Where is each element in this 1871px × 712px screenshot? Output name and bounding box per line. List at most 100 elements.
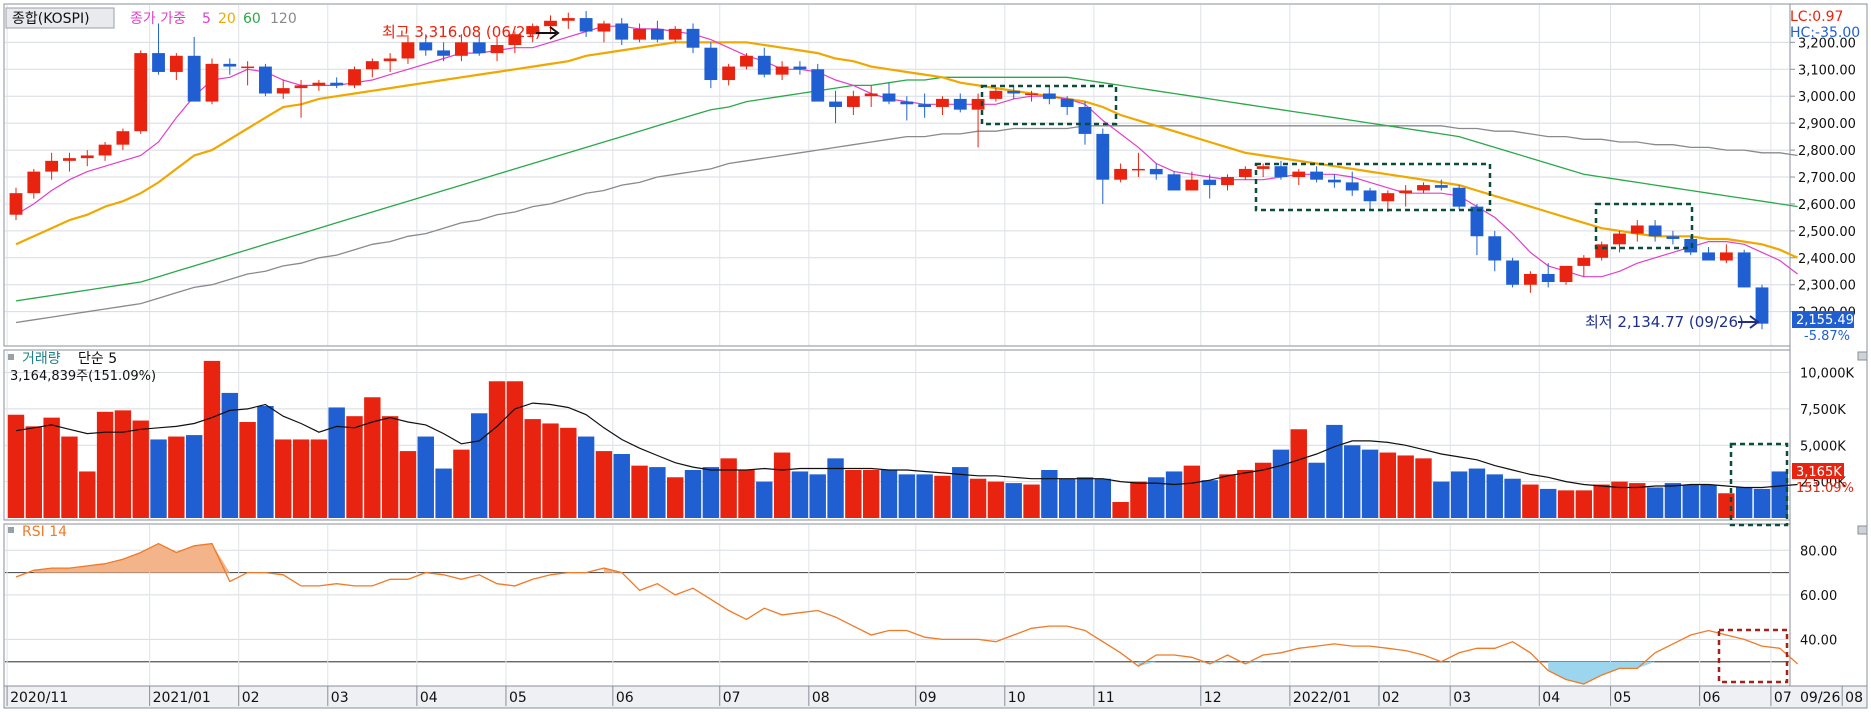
candle-body [80,155,94,159]
candle-body [704,47,718,81]
volume-bar [1326,424,1343,518]
candle-body [597,23,611,32]
ma-period-20[interactable]: 20 [218,11,236,27]
volume-bar [310,439,328,518]
candle-body [348,69,361,86]
candle-body [472,42,486,54]
ma120-line [15,125,1798,324]
candle-body [1327,179,1341,183]
candle-body [63,158,76,161]
date-axis-label: 06 [616,690,634,706]
date-axis-label: 08 [812,690,830,706]
volume-bar [381,416,399,518]
candle-body [953,98,967,110]
volume-bar [435,468,452,518]
ma-title[interactable]: 종가 가중 [130,11,186,27]
candle-body [1274,166,1288,177]
candle-body [1666,236,1680,239]
candle-body [1238,168,1252,177]
ma-period-120[interactable]: 120 [270,11,297,27]
candle-body [918,104,932,107]
volume-bar [934,475,951,518]
candle-body [1345,182,1359,191]
volume-bar [96,411,114,518]
price-tick-label: 2,800.00 [1798,144,1856,159]
candle-body [526,26,540,35]
volume-bar [275,439,292,518]
candle-body [276,88,290,94]
volume-bar [827,458,844,518]
volume-bar [1290,429,1307,518]
candle-body [1523,273,1537,285]
ma-period-5[interactable]: 5 [202,11,211,27]
price-axis-ticks: 3,200.00 3,100.00 3,000.00 2,900.00 2,800.00… [1790,36,1856,321]
highlight-box-aug [1594,202,1694,250]
volume-panel-menu-button[interactable] [1857,351,1868,361]
date-axis-label: 04 [1542,690,1560,706]
candle-body [1719,252,1733,261]
low-annotation: 최저 2,134.77 (09/26) [1585,313,1744,331]
rsi-panel-menu-button[interactable] [1857,525,1868,535]
candle-body [1060,98,1074,107]
volume-bar [791,471,809,518]
volume-bar [1522,484,1539,518]
rsi-axis-ticks: 80.00 60.00 40.00 [1800,544,1837,648]
volume-bar [292,439,310,518]
candle-body [1292,171,1306,177]
candle-body [1434,185,1448,188]
candle-body [793,66,807,70]
candle-body [1221,177,1234,186]
candle-body [401,42,415,59]
volume-bar [1468,468,1486,518]
candle-body [1506,260,1519,285]
candle-body [1399,190,1413,194]
candle-body [1096,133,1110,180]
volume-bar [1183,465,1201,518]
volume-bar [328,407,345,518]
volume-bar [952,467,969,518]
volume-bar [399,451,417,518]
symbol-box[interactable] [5,7,115,29]
date-axis-label: 03 [1453,690,1471,706]
volume-bar [1165,471,1183,518]
rsi-title[interactable]: RSI 14 [22,524,67,540]
volume-bar [1005,483,1022,518]
candle-body [1185,179,1199,191]
highlight-box-dec [980,84,1118,126]
candle-body [864,93,878,97]
date-axis-label: 2022/01 [1293,690,1351,706]
volume-bar [898,474,916,518]
volume-bar [1557,490,1575,518]
volume-bar [221,392,238,518]
volume-bar [1344,445,1361,518]
candle-body [650,28,664,40]
volume-bar [524,419,541,518]
rsi14-line [15,542,1799,685]
hc-label: HC:-35.00 [1790,25,1860,41]
candle-body [169,55,183,72]
volume-bar [1094,478,1111,518]
candle-body [1470,206,1484,237]
rsi-panel-header: RSI 14 [8,524,67,540]
ma-period-60[interactable]: 60 [243,11,261,27]
date-axis-label: 2020/11 [10,690,68,706]
candle-body [1488,236,1502,261]
price-axis-area [1789,3,1868,687]
volume-bar [79,471,96,518]
date-axis-label: 08 [1845,690,1863,706]
volume-tick-label: 10,000K [1800,367,1854,382]
volume-bar [1041,470,1058,518]
volume-bar [756,481,773,518]
date-axis-label: 02 [242,690,260,706]
candle-body [900,101,914,105]
price-tick-label: 2,400.00 [1798,252,1856,267]
volume-bar [1450,471,1468,518]
volume-ma-title[interactable]: 단순 5 [78,351,117,367]
rsi-line [15,542,1799,685]
volume-tag-pct: 151.09% [1796,481,1854,496]
volume-title[interactable]: 거래량 [22,351,61,367]
ma20-line [15,41,1799,259]
volume-bar [631,465,648,518]
candle-body [846,96,860,107]
